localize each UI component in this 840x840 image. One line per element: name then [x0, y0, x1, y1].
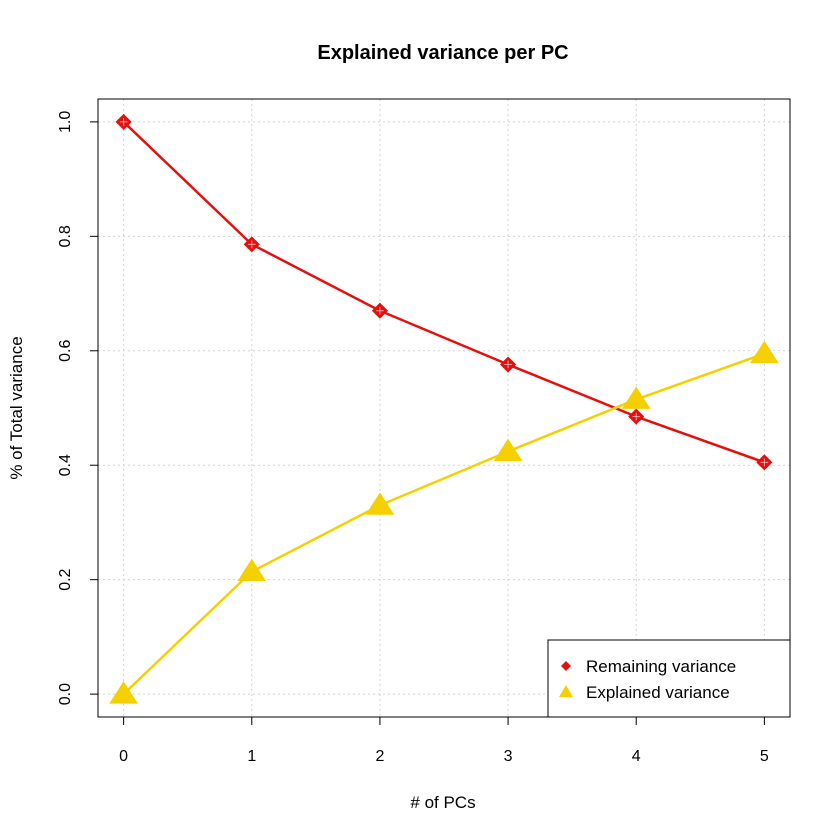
x-tick-label: 1	[247, 748, 256, 765]
x-tick-label: 2	[375, 748, 384, 765]
x-tick-label: 5	[760, 748, 769, 765]
series-1	[109, 340, 779, 704]
y-axis: 0.0 0.2 0.4 0.6 0.8 1.0	[57, 111, 99, 705]
x-tick-label: 3	[504, 748, 513, 765]
legend-box	[547, 639, 791, 718]
legend-triangle-icon	[559, 685, 573, 697]
y-tick-label: 0.6	[57, 340, 74, 362]
y-axis-label: % of Total variance	[7, 336, 26, 479]
data-point-diamond	[500, 356, 517, 373]
grid-lines	[98, 99, 790, 717]
legend: Remaining variance Explained variance	[547, 639, 791, 718]
data-point-diamond	[756, 454, 773, 471]
data-point-diamond	[243, 236, 260, 253]
y-tick-label: 1.0	[57, 111, 74, 133]
y-tick-label: 0.4	[57, 454, 74, 476]
series-line	[122, 352, 765, 696]
x-axis: 0 1 2 3 4 5	[119, 716, 769, 765]
data-point-triangle	[493, 438, 523, 461]
plot-frame	[97, 98, 791, 718]
y-tick-label: 0.0	[57, 683, 74, 705]
series-0	[115, 113, 773, 471]
y-tick-label: 0.8	[57, 225, 74, 247]
legend-label: Remaining variance	[586, 657, 736, 676]
legend-diamond-icon	[561, 661, 571, 671]
data-point-triangle	[237, 558, 267, 582]
data-point-triangle	[750, 340, 779, 364]
x-tick-label: 0	[119, 748, 128, 765]
x-axis-label: # of PCs	[410, 793, 475, 812]
series-layer	[109, 113, 779, 704]
chart-title: Explained variance per PC	[317, 42, 568, 64]
data-point-diamond	[115, 113, 132, 130]
data-point-triangle	[365, 492, 395, 515]
data-point-diamond	[628, 408, 645, 425]
series-line	[122, 120, 765, 464]
data-point-diamond	[371, 302, 388, 319]
data-point-triangle	[621, 386, 651, 409]
x-tick-label: 4	[632, 748, 641, 765]
y-tick-label: 0.2	[57, 568, 74, 590]
data-point-triangle	[109, 681, 138, 704]
legend-label: Explained variance	[586, 683, 730, 702]
